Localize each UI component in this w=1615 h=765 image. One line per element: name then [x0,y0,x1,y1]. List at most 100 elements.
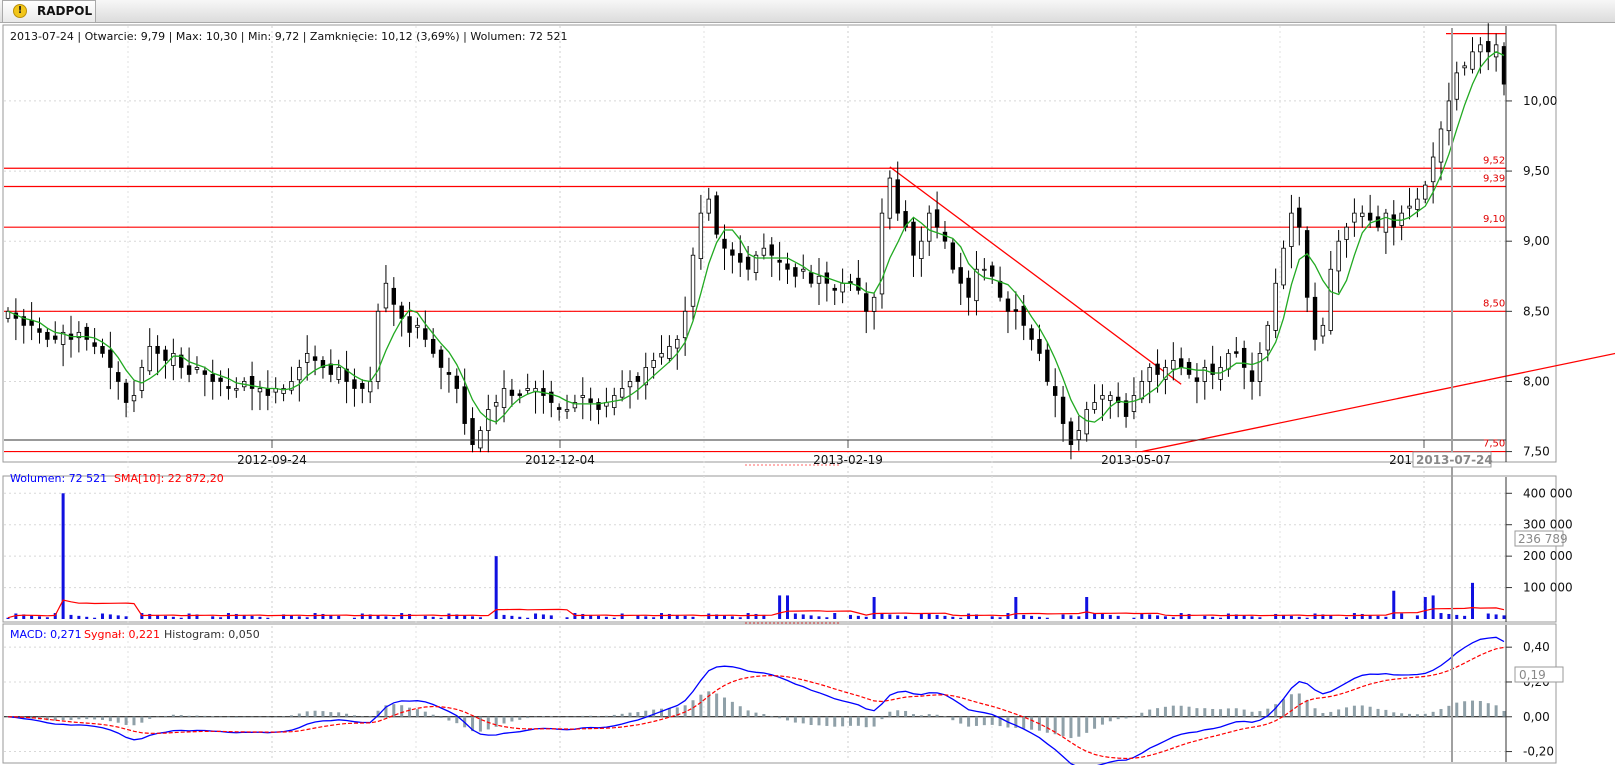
volume-bar [1085,597,1089,619]
macd-histogram-bar [329,712,333,717]
volume-bar [864,616,868,619]
candle-body [525,388,530,391]
candle-body [84,326,89,340]
macd-histogram-bar [345,713,349,717]
macd-histogram-bar [132,716,136,726]
volume-bar [289,615,293,619]
candle-body [297,367,302,381]
candle-body [974,268,979,302]
volume-bar [266,617,270,619]
candle-body [438,349,444,368]
volume-bar [234,613,238,619]
level-label: 9,10 [1483,214,1505,225]
volume-bar [1211,616,1215,619]
macd-histogram-bar [628,712,632,717]
level-label: 8,50 [1483,298,1505,309]
volume-bar [675,614,679,619]
volume-bar [69,614,73,619]
volume-bar [463,615,467,619]
candle-body [832,287,837,291]
macd-histogram-bar [1408,713,1412,717]
macd-histogram-bar [258,716,262,718]
price-tick-label: 10,00 [1523,94,1557,108]
volume-bar [597,615,601,619]
price-tick-label: 9,50 [1523,164,1550,178]
macd-histogram-bar [195,715,199,717]
volume-tick-label: 300 000 [1523,518,1573,532]
candle-body [186,365,192,375]
candle-body [895,179,900,214]
volume-bar [691,616,695,619]
macd-histogram-bar [856,716,860,726]
macd-histogram-bar [581,715,585,717]
macd-histogram-bar [203,715,207,717]
volume-bar [171,616,175,619]
candle-body [320,360,326,368]
candle-body [1076,430,1082,440]
volume-bar [431,616,435,619]
volume-bar [14,613,18,619]
macd-histogram-bar [384,705,388,717]
candle-body [950,242,956,270]
candle-body [163,349,168,361]
macd-histogram-bar [179,715,183,717]
macd-histogram-bar [1179,705,1183,717]
volume-bar [447,613,451,619]
candle-body [155,345,160,354]
macd-histogram-bar [833,716,837,727]
candle-body [399,305,404,319]
candle-body [919,240,924,259]
level-label: 9,39 [1483,173,1505,184]
volume-bar [179,617,183,619]
macd-histogram-bar [289,715,293,717]
x-tick-label: 2013-05-07 [1101,453,1171,467]
macd-histogram-bar [1124,716,1128,719]
volume-bar [53,613,57,619]
candle-body [344,368,349,382]
volume-bar [1463,615,1467,619]
macd-histogram-bar [785,716,789,721]
volume-bar [644,616,648,619]
candle-body [1115,396,1121,403]
macd-histogram-bar [1447,705,1451,717]
macd-histogram-bar [360,716,364,717]
volume-bar [652,617,656,619]
volume-sma-label: SMA[10]: 22 872,20 [114,472,224,485]
macd-histogram-bar [171,714,175,717]
volume-bar [250,615,254,619]
candle-body [1123,400,1129,417]
candle-body [1462,65,1467,69]
warning-icon: ! [13,4,27,18]
macd-histogram-bar [589,715,593,717]
volume-bar [305,617,309,619]
macd-histogram-bar [723,697,727,717]
volume-bar [1455,614,1459,619]
candle-body [730,249,735,256]
volume-bar [817,616,821,619]
macd-histogram-bar [1242,709,1246,717]
candle-body [1273,282,1278,331]
candle-body [1021,305,1026,326]
macd-histogram-bar [1258,711,1262,717]
macd-histogram-bar [951,716,955,721]
candle-body [793,267,798,277]
candle-body [1383,212,1389,233]
candle-body [927,212,932,242]
macd-histogram-bar [305,711,309,717]
macd-histogram-bar [927,714,931,717]
macd-histogram-bar [612,714,616,717]
candle-body [690,254,696,307]
candle-body [123,382,129,403]
macd-histogram-bar [242,716,246,718]
moving-average-line [7,51,1505,423]
macd-histogram-bar [620,713,624,717]
macd-histogram-bar [1439,709,1443,717]
candle-body [619,388,625,398]
tab-radpol[interactable]: ! RADPOL [2,0,96,22]
macd-histogram-bar [707,691,711,717]
volume-bar [1156,615,1160,619]
macd-histogram-bar [793,716,797,723]
volume-bar [1345,617,1349,619]
volume-bar [368,614,372,619]
stock-chart[interactable]: 2012-09-24 2012-12-04 2013-02-19 2013-05-07… [0,22,1615,765]
